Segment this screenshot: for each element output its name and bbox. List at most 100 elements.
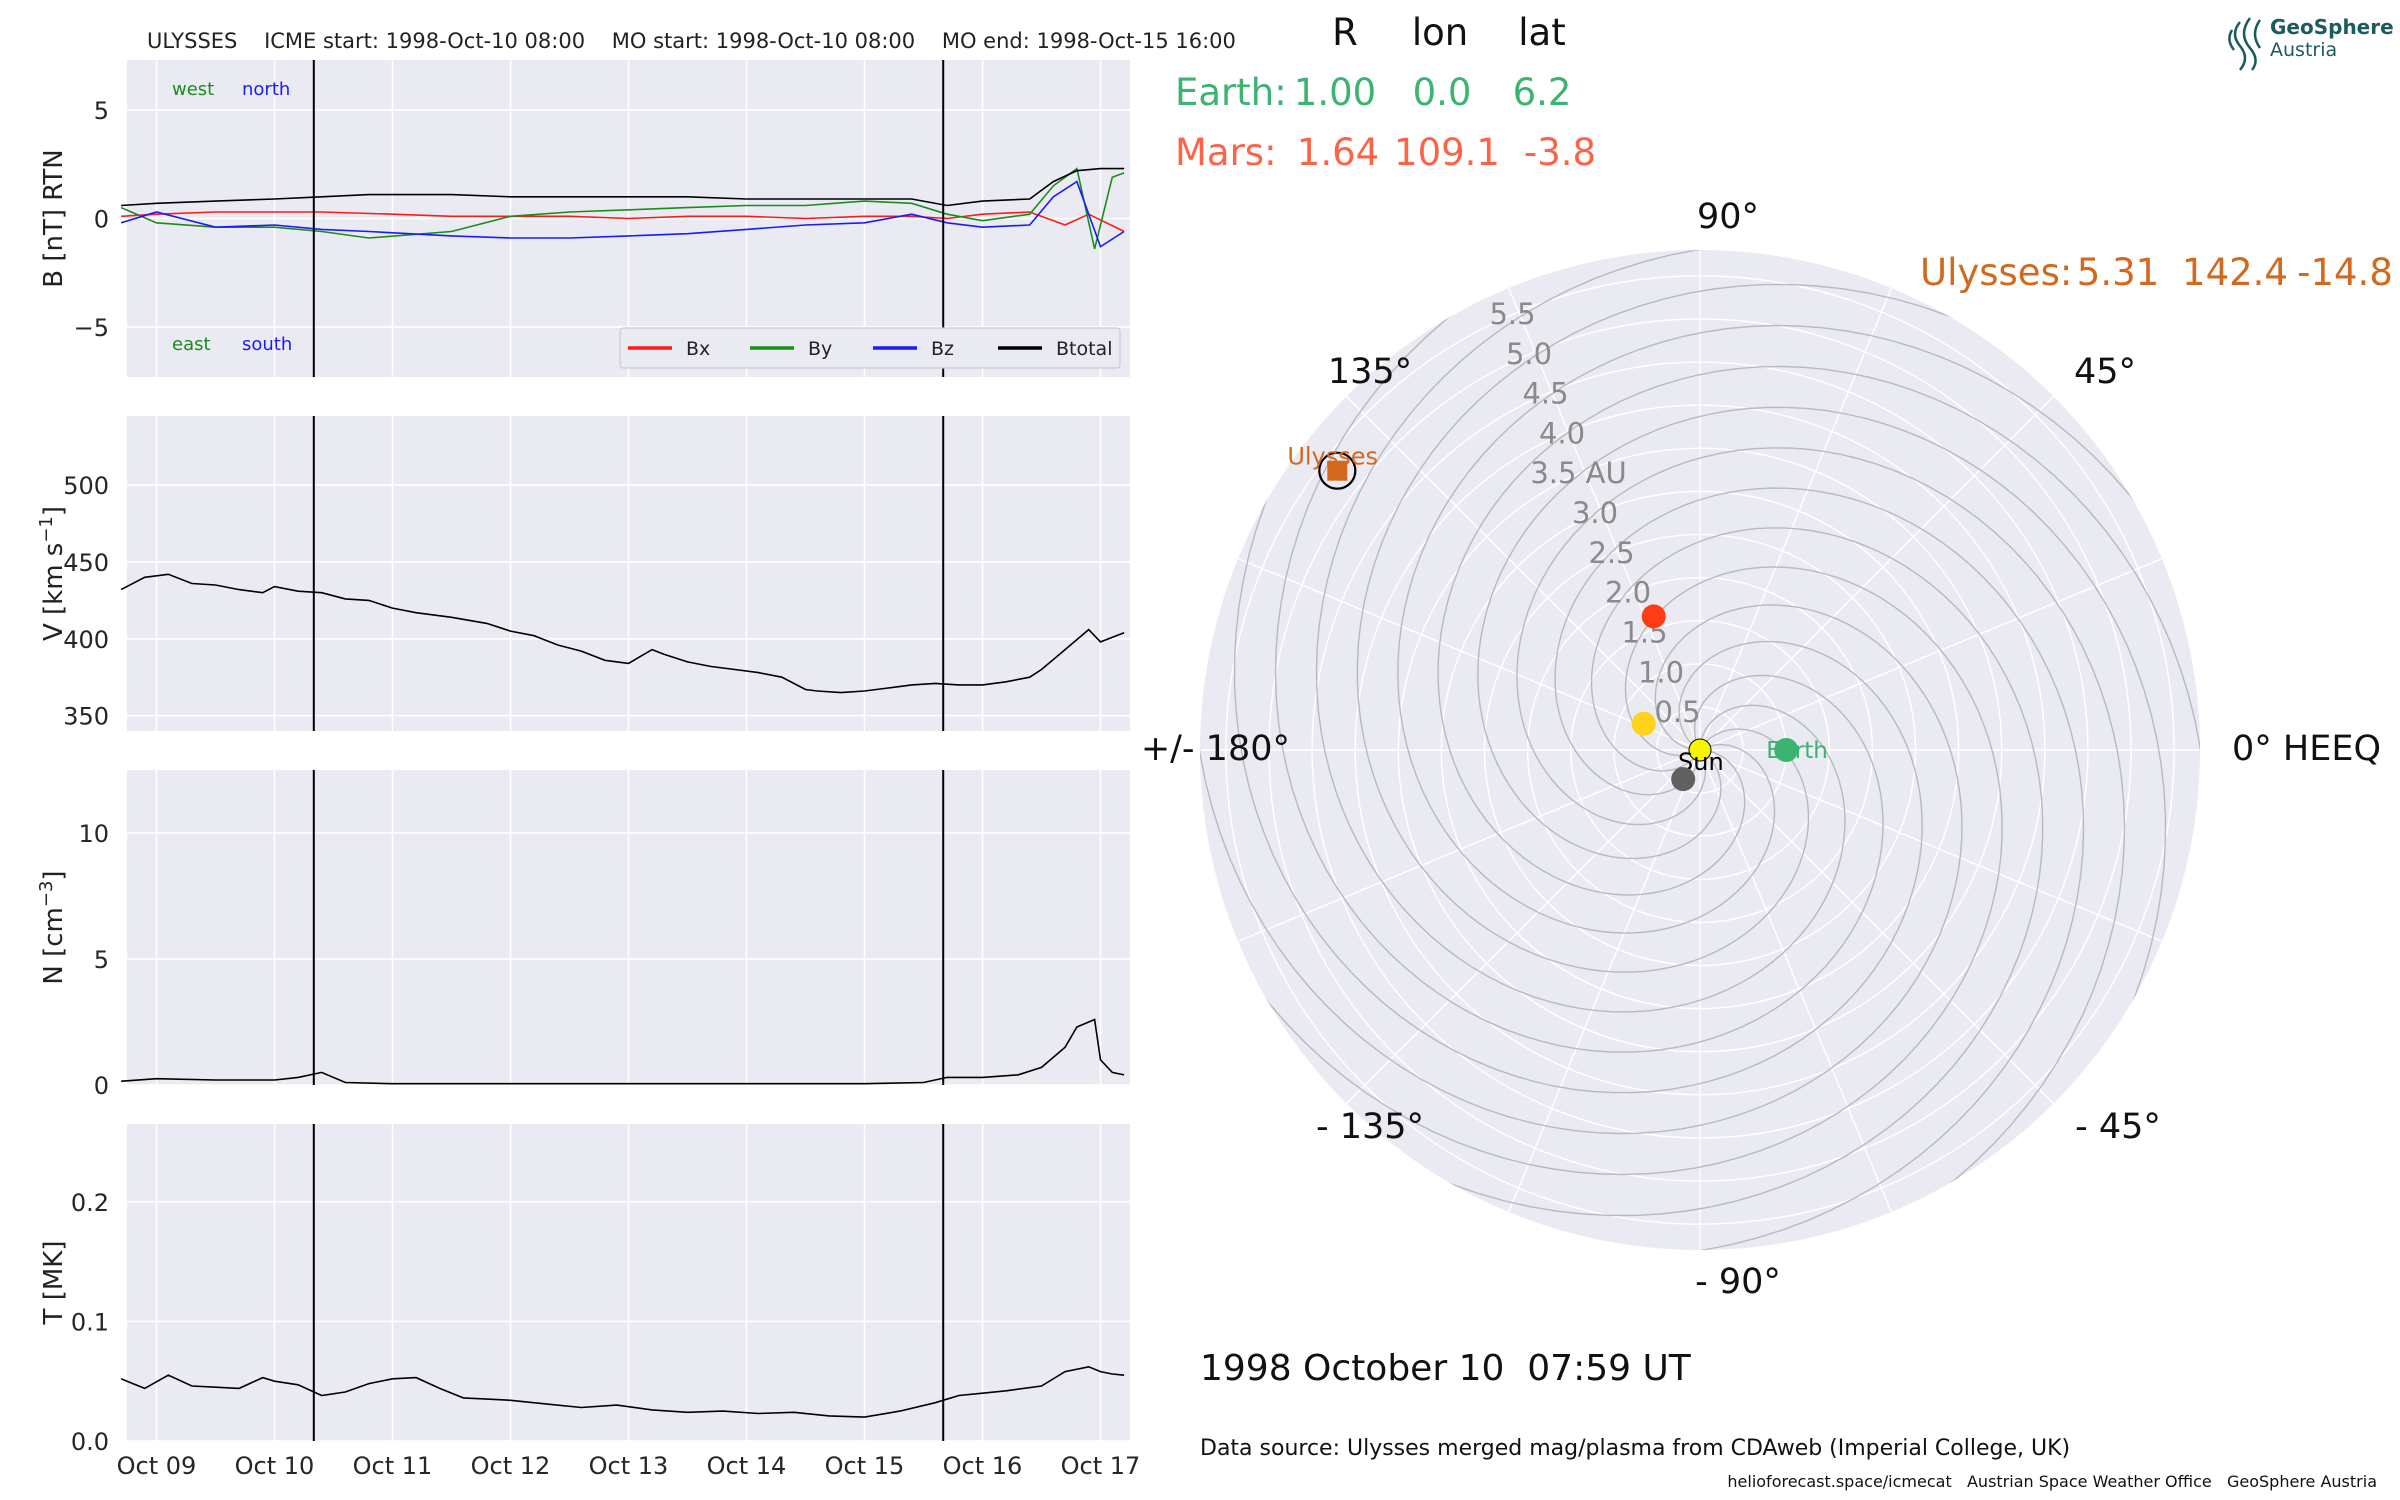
magnetic_field-ylabel: B [nT] RTN bbox=[39, 149, 69, 288]
date-text: 1998 October 10 07:59 UT bbox=[1200, 1348, 1692, 1389]
angle-label: +/- 180° bbox=[1141, 729, 1290, 769]
x-tick-label: Oct 13 bbox=[589, 1452, 669, 1480]
ulysses-marker bbox=[1327, 460, 1348, 481]
spiral-line bbox=[1477, 406, 2167, 1186]
ulysses-row-label: Ulysses: bbox=[1920, 251, 2072, 294]
footer-text: helioforecast.space/icmecat Austrian Spa… bbox=[1727, 1472, 2377, 1491]
table-header-r: R bbox=[1332, 11, 1358, 54]
angle-label: 0° HEEQ bbox=[2232, 729, 2381, 769]
angular-gridline bbox=[1699, 749, 2163, 942]
magnetic_field-panel: 5 0 −5B [nT] RTN west north east south Bx By Bz Bt… bbox=[39, 60, 1130, 377]
earth-row-r: 1.00 bbox=[1294, 71, 1376, 114]
geosphere-logo: GeoSphere Austria bbox=[2228, 15, 2394, 71]
angular-gridline bbox=[1237, 558, 1701, 751]
x-tick-label: Oct 10 bbox=[235, 1452, 315, 1480]
x-tick-label: Oct 12 bbox=[471, 1452, 551, 1480]
legend-box bbox=[619, 327, 1121, 369]
radial-tick-label: 2.0 bbox=[1605, 576, 1651, 610]
legend-label-bx: Bx bbox=[686, 338, 710, 360]
angular-gridline bbox=[1508, 287, 1701, 751]
body-4-marker bbox=[1631, 711, 1656, 736]
y-tick-label: 500 bbox=[63, 472, 109, 500]
series-line-by bbox=[120, 167, 1125, 250]
spiral-line bbox=[1200, 566, 2003, 1176]
radial-tick-label: 4.5 bbox=[1522, 377, 1568, 411]
annotation-east: east bbox=[172, 334, 211, 355]
table-header-lat: lat bbox=[1518, 11, 1565, 54]
mars-marker bbox=[1641, 604, 1666, 629]
annotation-south: south bbox=[242, 334, 292, 355]
angle-label: 135° bbox=[1328, 352, 1412, 392]
ulysses-row-lon: 142.4 bbox=[2182, 251, 2288, 294]
angular-gridline bbox=[1345, 749, 1701, 1105]
annotation-west: west bbox=[172, 79, 214, 100]
spiral-line bbox=[1397, 324, 2200, 934]
parker-spirals bbox=[1200, 250, 2200, 1250]
mars-row-lat: -3.8 bbox=[1524, 131, 1596, 174]
polar-plot: 0.51.01.52.02.53.03.5 AU4.04.55.05.50° H… bbox=[1141, 197, 2381, 1302]
speed-ylabel: V [km s−1] bbox=[36, 506, 70, 641]
y-tick-label: 0 bbox=[94, 206, 109, 234]
y-tick-label: 0 bbox=[94, 1072, 109, 1100]
time-series-panels: 5 0 −5B [nT] RTN west north east south Bx By Bz Bt… bbox=[36, 60, 1140, 1480]
logo-sub: Austria bbox=[2270, 39, 2337, 61]
ulysses-row-lat: -14.8 bbox=[2297, 251, 2393, 294]
y-tick-label: 5 bbox=[94, 97, 109, 125]
radial-tick-label: 5.5 bbox=[1489, 297, 1535, 331]
spiral-line bbox=[1437, 365, 2200, 971]
x-tick-label: Oct 17 bbox=[1061, 1452, 1141, 1480]
legend: Bx By Bz Btotal bbox=[619, 327, 1121, 369]
angle-label: - 90° bbox=[1695, 1262, 1781, 1302]
series-line-bx bbox=[121, 211, 1125, 233]
mars-row-lon: 109.1 bbox=[1394, 131, 1500, 174]
radial-tick-label: 4.0 bbox=[1539, 416, 1585, 450]
radial-tick-label: 0.5 bbox=[1654, 695, 1700, 729]
y-tick-label: 10 bbox=[78, 820, 109, 848]
x-tick-label: Oct 16 bbox=[943, 1452, 1023, 1480]
ulysses-row-r: 5.31 bbox=[2077, 251, 2159, 294]
header-text: ULYSSES ICME start: 1998-Oct-10 08:00 MO… bbox=[147, 29, 1236, 53]
spiral-line bbox=[1274, 250, 1884, 1053]
angular-gridline bbox=[1699, 287, 1892, 751]
angular-gridline bbox=[1699, 558, 2163, 751]
y-tick-label: 0.2 bbox=[71, 1189, 109, 1217]
temperature-panel: 0.2 0.1 0.0 T [MK] Oct 09 Oct 10 Oct 11 Oct 12 O… bbox=[39, 1124, 1140, 1480]
legend-label-by: By bbox=[808, 338, 832, 360]
radial-tick-label: 3.5 AU bbox=[1530, 456, 1626, 490]
angular-gridline bbox=[1345, 395, 1701, 751]
radial-tick-label: 1.0 bbox=[1638, 655, 1684, 689]
spiral-line bbox=[1264, 527, 2044, 1217]
ulysses-ring bbox=[1318, 451, 1357, 490]
spiral-line bbox=[1315, 250, 1921, 1013]
y-tick-label: 400 bbox=[63, 626, 109, 654]
y-tick-label: 350 bbox=[63, 703, 109, 731]
y-tick-label: 0.1 bbox=[71, 1308, 109, 1336]
angle-label: 90° bbox=[1697, 197, 1759, 237]
earth-row-label: Earth: bbox=[1175, 71, 1287, 114]
angle-label: - 135° bbox=[1316, 1107, 1424, 1147]
legend-label-bz: Bz bbox=[931, 338, 954, 360]
body-5-marker bbox=[1671, 767, 1696, 792]
ulysses-label: Ulysses bbox=[1287, 443, 1378, 471]
series-line-n bbox=[121, 1018, 1125, 1085]
earth-row-lon: 0.0 bbox=[1413, 71, 1472, 114]
x-tick-label: Oct 15 bbox=[825, 1452, 905, 1480]
legend-label-btotal: Btotal bbox=[1056, 338, 1112, 360]
y-tick-label: 0.0 bbox=[71, 1428, 109, 1456]
mars-row-label: Mars: bbox=[1175, 131, 1277, 174]
source-text: Data source: Ulysses merged mag/plasma f… bbox=[1200, 1436, 2070, 1461]
y-tick-label: 450 bbox=[63, 549, 109, 577]
angular-gridline bbox=[1699, 749, 1892, 1213]
spiral-line bbox=[1233, 314, 1923, 1094]
spiral-line bbox=[1516, 447, 2126, 1250]
angle-label: - 45° bbox=[2075, 1107, 2161, 1147]
logo-name: GeoSphere bbox=[2270, 15, 2394, 39]
temperature-ylabel: T [MK] bbox=[39, 1241, 69, 1326]
radial-tick-label: 5.0 bbox=[1506, 337, 1552, 371]
series-line-btotal bbox=[121, 167, 1125, 207]
y-tick-label: 5 bbox=[94, 946, 109, 974]
sun-marker bbox=[1688, 738, 1712, 762]
density-ylabel: N [cm−3] bbox=[36, 870, 70, 984]
speed-panel: 500 450 400 350 V [km s−1] bbox=[36, 416, 1130, 731]
